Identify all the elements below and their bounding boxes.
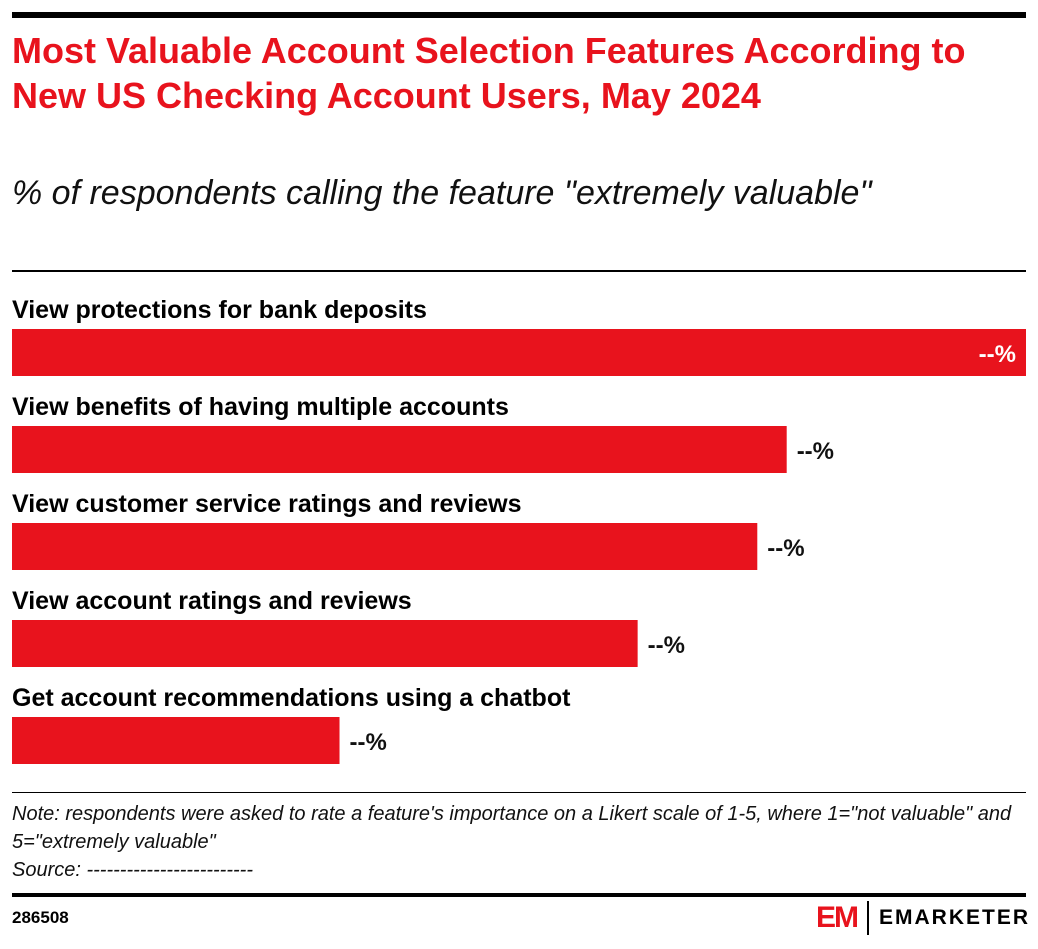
value-label: --%	[797, 438, 834, 465]
bar	[12, 426, 787, 473]
value-label: --%	[350, 729, 387, 756]
category-label: View customer service ratings and review…	[12, 490, 522, 518]
category-label: View benefits of having multiple account…	[12, 393, 509, 421]
bar	[12, 523, 758, 570]
source-text: Source: -------------------------	[12, 859, 253, 881]
chart-subtitle: % of respondents calling the feature "ex…	[12, 174, 872, 212]
chart-id: 286508	[12, 908, 69, 927]
category-label: Get account recommendations using a chat…	[12, 684, 571, 712]
chart-note: Note: respondents were asked to rate a f…	[12, 800, 1026, 884]
logo-separator	[867, 901, 869, 935]
emarketer-logo: EM EMARKETER	[816, 901, 1030, 935]
value-label: --%	[648, 632, 685, 659]
bar-chart: View protections for bank deposits --% Vie…	[12, 296, 1026, 764]
logo-text: EMARKETER	[879, 906, 1031, 929]
category-label: View protections for bank deposits	[12, 296, 427, 324]
category-label: View account ratings and reviews	[12, 587, 412, 615]
bottom-bar	[12, 893, 1026, 897]
bar	[12, 329, 1026, 376]
divider	[12, 792, 1026, 793]
chart-title: Most Valuable Account Selection Features…	[12, 30, 966, 116]
bar	[12, 620, 638, 667]
note-text: Note: respondents were asked to rate a f…	[12, 803, 1012, 853]
value-label: --%	[979, 341, 1016, 368]
divider	[12, 270, 1026, 272]
bar	[12, 717, 340, 764]
value-label: --%	[767, 535, 804, 562]
logo-mark: EM	[816, 901, 859, 934]
top-bar	[12, 12, 1026, 18]
